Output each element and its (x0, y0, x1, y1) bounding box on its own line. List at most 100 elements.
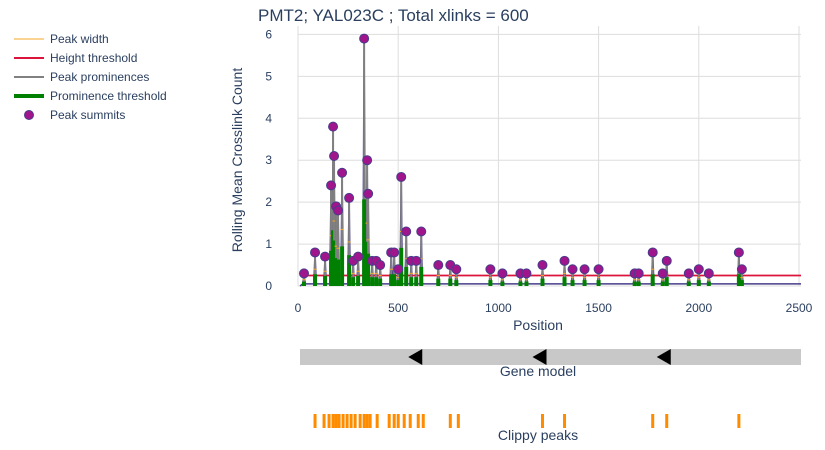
legend-label: Height threshold (50, 51, 137, 65)
clippy-peak (540, 414, 544, 428)
clippy-peak (456, 414, 460, 428)
clippy-peak (341, 414, 345, 428)
clippy-peak (345, 414, 349, 428)
peak-summit (593, 264, 604, 275)
peak-summit (633, 268, 644, 279)
legend-item: Peak prominences (14, 70, 149, 84)
peak-summit (683, 268, 694, 279)
y-tick-label: 5 (265, 69, 272, 83)
clippy-peak (402, 414, 406, 428)
peak-summit (416, 226, 427, 237)
peak-summit (661, 255, 672, 266)
legend-swatch (24, 110, 34, 120)
peak-summit (521, 268, 532, 279)
gene-direction-arrow (532, 349, 547, 365)
clippy-peaks-label: Clippy peaks (498, 427, 578, 443)
peak-summit (299, 268, 310, 279)
legend-item: Peak summits (24, 108, 125, 122)
peak-summit (344, 192, 355, 203)
y-tick-label: 6 (265, 27, 272, 41)
y-tick-label: 0 (265, 279, 272, 293)
peak-summit (333, 205, 344, 216)
peak-summit (337, 167, 348, 178)
main-axes: 0 1 2 3 4 5 6 0 500 1000 1500 2000 2500 (265, 27, 812, 315)
peak-summit (647, 247, 658, 258)
x-tick-label: 2000 (685, 301, 712, 315)
peak-summit (310, 247, 321, 258)
clippy-peak (334, 414, 338, 428)
clippy-peak (375, 414, 379, 428)
clippy-peak (408, 414, 412, 428)
y-axis-title: Rolling Mean Crosslink Count (229, 68, 245, 253)
legend-label: Peak summits (50, 108, 125, 122)
peak-summit (497, 268, 508, 279)
x-tick-label: 1000 (485, 301, 512, 315)
gene-direction-arrow (656, 349, 671, 365)
legend: Peak width Height threshold Peak prominenc… (14, 32, 167, 122)
peak-summit (396, 171, 407, 182)
peak-summit (326, 180, 337, 191)
clippy-peak (358, 414, 362, 428)
peak-summit (320, 251, 331, 262)
clippy-peak (448, 414, 452, 428)
clippy-peak (665, 414, 669, 428)
y-tick-label: 1 (265, 237, 272, 251)
clippy-peak (387, 414, 391, 428)
main-plot-area (299, 33, 801, 287)
peak-summit (411, 255, 422, 266)
x-tick-label: 0 (295, 301, 302, 315)
clippy-peak (337, 414, 341, 428)
legend-item: Prominence threshold (14, 89, 167, 103)
y-tick-label: 4 (265, 111, 272, 125)
clippy-peak (368, 414, 372, 428)
peak-summit (485, 264, 496, 275)
x-tick-label: 1500 (585, 301, 612, 315)
peak-summit (393, 264, 404, 275)
y-tick-label: 3 (265, 153, 272, 167)
gene-direction-arrow (408, 349, 423, 365)
x-axis-title: Position (513, 317, 563, 333)
peak-summit (451, 264, 462, 275)
clippy-peak (313, 414, 317, 428)
y-tick-label: 2 (265, 195, 272, 209)
peak-summit (567, 264, 578, 275)
clippy-peak (327, 414, 331, 428)
clippy-peak (349, 414, 353, 428)
peak-summit (401, 226, 412, 237)
clippy-peak (322, 414, 326, 428)
clippy-peak (353, 414, 357, 428)
clippy-peak (392, 414, 396, 428)
legend-label: Peak prominences (50, 70, 149, 84)
x-tick-label: 500 (388, 301, 408, 315)
peak-summit (579, 264, 590, 275)
peak-summit (559, 255, 570, 266)
gene-model-bar (300, 349, 801, 365)
clippy-peak (416, 414, 420, 428)
clippy-peaks-track (313, 414, 741, 428)
peak-summit (736, 264, 747, 275)
clippy-peak (331, 414, 335, 428)
legend-item: Height threshold (14, 51, 137, 65)
peak-summit (375, 260, 386, 271)
clippy-peak (421, 414, 425, 428)
legend-item: Peak width (14, 32, 109, 46)
legend-label: Peak width (50, 32, 109, 46)
clippy-peak (563, 414, 567, 428)
peak-summit (537, 260, 548, 271)
peak-summit (693, 264, 704, 275)
peak-summit (703, 268, 714, 279)
chart-title: PMT2; YAL023C ; Total xlinks = 600 (258, 6, 529, 25)
peak-summit (389, 247, 400, 258)
clippy-peak (362, 414, 366, 428)
peak-summit (329, 151, 340, 161)
peak-summit (359, 33, 370, 44)
clippy-peak (737, 414, 741, 428)
peak-summit (657, 268, 668, 279)
gene-model-track (300, 349, 801, 365)
clippy-peak (365, 414, 369, 428)
peak-summit (328, 121, 339, 132)
clippy-peak (651, 414, 655, 428)
clippy-peak (396, 414, 400, 428)
peak-summit (362, 155, 373, 166)
